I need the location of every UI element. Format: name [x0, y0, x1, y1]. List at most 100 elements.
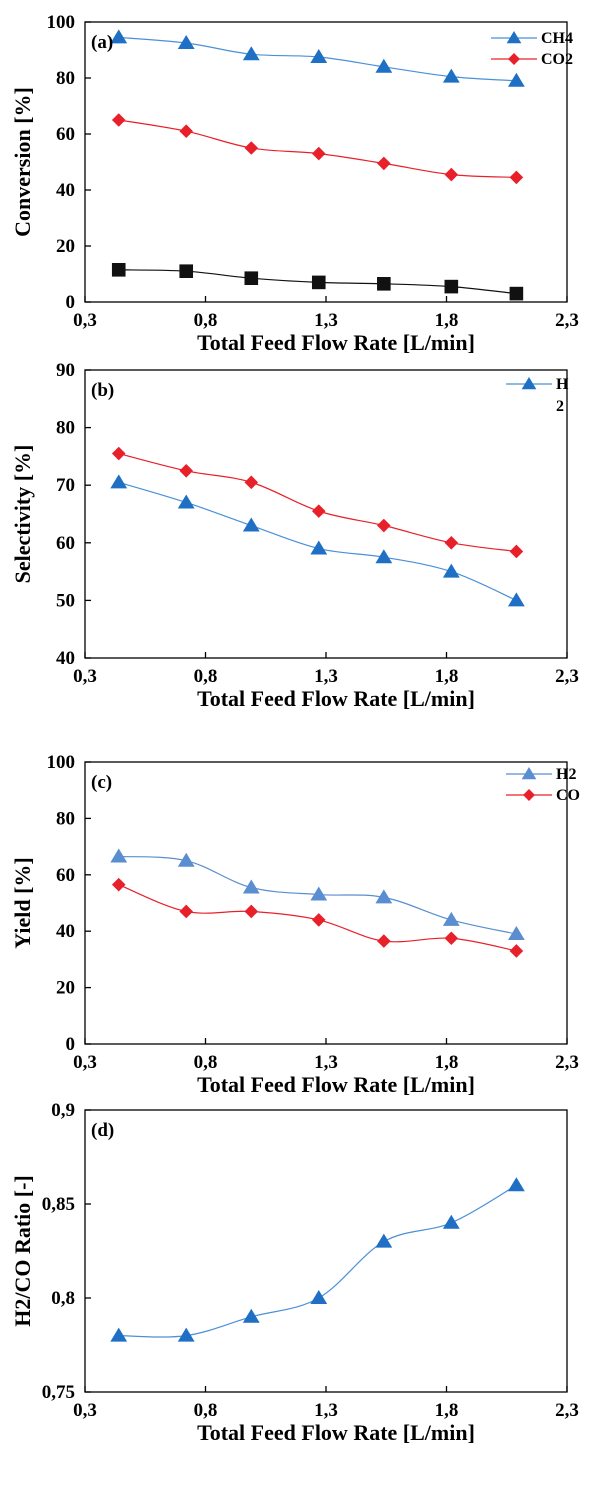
series-co2: [111, 113, 524, 185]
y-axis-title: Selectivity [%]: [10, 445, 35, 584]
panel-label: (d): [91, 1120, 114, 1141]
data-point: [310, 1290, 328, 1304]
y-axis-title: Conversion [%]: [10, 87, 35, 237]
x-tick-label: 2,3: [555, 666, 579, 687]
y-tick-label: 0,8: [51, 1288, 75, 1309]
y-tick-label: 80: [56, 68, 75, 89]
data-point: [444, 931, 459, 946]
y-tick-label: 60: [56, 865, 75, 886]
data-point: [311, 913, 326, 927]
data-point: [179, 904, 194, 919]
data-point: [310, 49, 328, 63]
chart-panel-d: 0,75 0,8 0,85 0,9 0,3 0,8 1,3 1,8 2,3 Total Feed …: [10, 1100, 579, 1445]
legend-marker: [523, 789, 535, 801]
series-h2: [110, 474, 525, 607]
x-tick-label: 2,3: [555, 1052, 579, 1073]
y-tick-label: 20: [56, 978, 75, 999]
data-point: [377, 934, 391, 948]
y-tick-label: 50: [56, 590, 75, 611]
data-point: [507, 926, 525, 941]
legend: H2: [506, 376, 569, 415]
series-line: [118, 481, 517, 601]
y-tick-label: 0,85: [42, 1194, 75, 1215]
y-tick-label: 40: [56, 180, 75, 201]
data-point: [179, 124, 194, 138]
y-tick-label: 100: [47, 12, 76, 33]
data-point: [442, 1214, 460, 1229]
data-point: [311, 275, 326, 290]
x-tick-label: 1,3: [314, 1400, 338, 1421]
series-line: [118, 1184, 517, 1338]
y-axis-title: Yield [%]: [10, 857, 35, 948]
y-tick-label: 0: [66, 1034, 76, 1055]
y-axis-title: H2/CO Ratio [-]: [10, 1175, 35, 1327]
data-point: [177, 1327, 195, 1342]
data-point: [177, 494, 195, 509]
data-point: [242, 879, 260, 894]
legend-label: H: [556, 376, 569, 393]
data-point: [110, 29, 128, 44]
x-tick-label: 0,8: [194, 666, 218, 687]
x-tick-label: 0,8: [194, 310, 218, 331]
data-point: [507, 72, 525, 87]
panel-label: (a): [91, 32, 113, 53]
data-point: [507, 1177, 525, 1192]
data-point: [509, 544, 524, 559]
data-point: [177, 852, 195, 867]
plot-frame: [84, 369, 568, 659]
data-point: [242, 1308, 260, 1323]
data-point: [111, 446, 126, 461]
legend-marker: [508, 53, 520, 65]
legend-label: H2: [556, 766, 576, 783]
series-1: [111, 446, 524, 559]
data-point: [442, 563, 460, 578]
x-tick-label: 1,8: [435, 666, 459, 687]
x-axis-title: Total Feed Flow Rate [L/min]: [197, 686, 475, 711]
plot-frame: [84, 1109, 568, 1393]
chart-panel-a: 0 20 40 60 80 100 0,3 0,8 1,3 1,8 2,3 Total Feed Fl…: [10, 12, 579, 355]
y-tick-label: 40: [56, 921, 75, 942]
data-point: [509, 944, 524, 958]
chart-panel-b: 40 50 60 70 80 90 0,3 0,8 1,3 1,8 2,3 Total Feed Fl…: [10, 360, 579, 711]
x-tick-label: 2,3: [555, 1400, 579, 1421]
data-point: [507, 592, 525, 607]
legend-label: CO2: [541, 51, 573, 68]
data-point: [111, 877, 126, 892]
y-tick-label: 100: [47, 752, 76, 773]
data-point: [444, 279, 459, 294]
data-point: [310, 540, 328, 555]
data-point: [375, 889, 393, 904]
panel-label: (b): [91, 380, 114, 401]
x-tick-label: 0,3: [73, 1052, 97, 1073]
series-2: [111, 263, 524, 301]
data-point: [179, 264, 194, 278]
x-tick-label: 0,8: [194, 1052, 218, 1073]
series-0: [110, 1177, 525, 1342]
legend-marker: [521, 767, 537, 780]
x-tick-label: 1,3: [314, 666, 338, 687]
data-point: [111, 113, 126, 127]
data-point: [509, 170, 524, 185]
y-tick-label: 0,9: [51, 1100, 75, 1121]
x-axis-title: Total Feed Flow Rate [L/min]: [197, 1420, 475, 1445]
data-point: [177, 35, 195, 49]
data-point: [310, 886, 328, 901]
data-point: [375, 1233, 393, 1248]
data-point: [244, 271, 259, 285]
legend-label: CH4: [541, 30, 573, 47]
series-line: [118, 452, 517, 553]
data-point: [110, 474, 128, 489]
data-point: [244, 904, 259, 919]
plot-frame: [84, 21, 568, 303]
y-tick-label: 0: [66, 292, 76, 313]
legend-marker: [506, 31, 522, 44]
data-point: [244, 141, 259, 155]
x-tick-label: 0,3: [73, 666, 97, 687]
data-point: [110, 1327, 128, 1342]
data-point: [377, 518, 391, 533]
x-axis-title: Total Feed Flow Rate [L/min]: [197, 330, 475, 355]
data-point: [375, 58, 393, 73]
y-tick-label: 0,75: [42, 1382, 75, 1403]
data-point: [442, 911, 460, 926]
x-tick-label: 1,3: [314, 310, 338, 331]
